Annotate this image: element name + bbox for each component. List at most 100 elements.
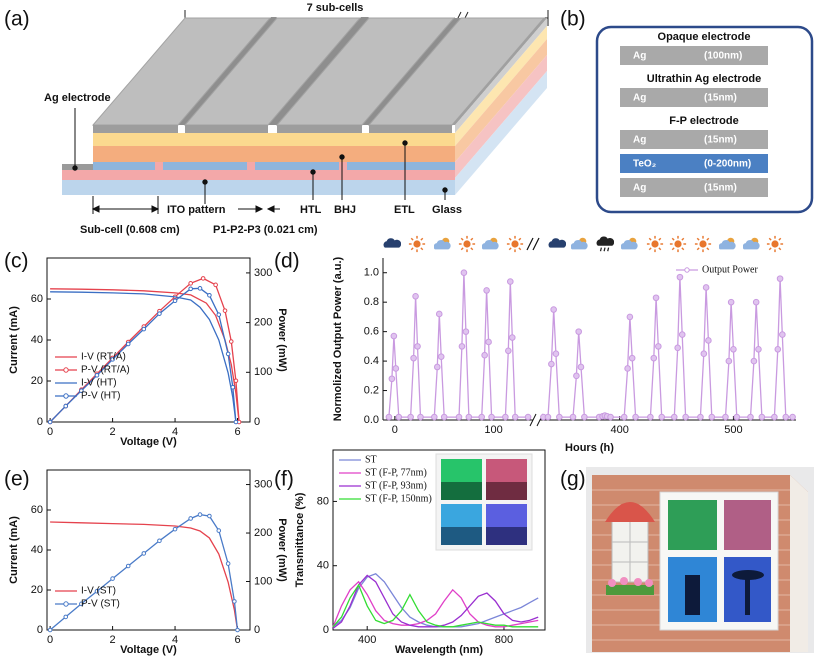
- x-axis-label: Voltage (V): [120, 644, 177, 656]
- x-axis-label: Voltage (V): [120, 436, 177, 448]
- y-tick-label: 20: [31, 584, 43, 596]
- series-marker: [747, 413, 754, 421]
- y2-tick-label: 200: [254, 527, 272, 539]
- plot-frame: [332, 449, 546, 631]
- y-axis-label: Normolized Output Power (a.u.): [332, 256, 344, 421]
- y-axis-label: Transmittance (%): [294, 492, 306, 587]
- y-tick-label: 0.8: [364, 296, 379, 308]
- series-marker: [508, 334, 516, 341]
- legend-label: P-V (ST): [81, 599, 120, 610]
- series-marker: [652, 294, 660, 302]
- series-marker: [607, 413, 614, 421]
- x-tick-label: 0: [47, 634, 53, 646]
- layer-thickness: (15nm): [704, 183, 737, 194]
- series-line: [332, 583, 539, 628]
- y2-axis-label: Power (mW): [276, 518, 288, 582]
- x-tick-label: 4: [172, 426, 178, 438]
- series-marker: [507, 278, 514, 285]
- layer-thickness: (15nm): [704, 93, 737, 104]
- legend-label: I-V (ST): [81, 586, 116, 597]
- series-marker: [581, 413, 588, 421]
- y-tick-label: 0: [37, 416, 43, 428]
- series-marker: [462, 328, 470, 335]
- series-marker: [79, 601, 84, 607]
- series-marker: [230, 384, 236, 390]
- series-marker: [225, 351, 231, 357]
- series-marker: [94, 372, 100, 378]
- series-marker: [700, 350, 708, 358]
- label-ag: Ag electrode: [44, 92, 111, 104]
- legend-marker: [63, 393, 69, 399]
- series-marker: [47, 627, 53, 633]
- series-line: [49, 277, 240, 423]
- electrode-box: [595, 25, 814, 214]
- y-tick-label: 80: [317, 495, 329, 507]
- y-tick-label: 1.0: [364, 267, 379, 279]
- y-tick-label: 60: [31, 293, 43, 305]
- legend-label: I-V (HT): [81, 378, 117, 389]
- y-axis-label: Current (mA): [8, 516, 20, 584]
- chart: (e) 0 20 40 60 0 100 200 300 0 2 4 6 Voltage (V) Curre…: [4, 468, 288, 656]
- legend-label: ST (F-P, 93nm): [365, 480, 427, 491]
- y-axis-label: Current (mA): [8, 306, 20, 374]
- series-marker: [722, 413, 729, 421]
- y-tick-label: 0.0: [364, 414, 379, 426]
- x-tick-label: 4: [172, 634, 178, 646]
- series-marker: [125, 563, 131, 569]
- series-line: [49, 287, 237, 423]
- series-marker: [172, 526, 178, 532]
- series-marker: [488, 413, 495, 421]
- x-axis-label: Hours (h): [565, 442, 614, 454]
- layer: [620, 130, 768, 149]
- panel-a: (a) 7 sub-cells: [4, 2, 549, 236]
- layer: [620, 154, 768, 173]
- series-marker: [569, 413, 577, 421]
- series-marker: [157, 311, 162, 316]
- series-marker: [676, 273, 684, 281]
- series-marker: [483, 287, 490, 294]
- series-marker: [682, 413, 689, 421]
- series-marker: [216, 312, 222, 317]
- series-marker: [485, 338, 492, 346]
- series-line: [332, 574, 539, 629]
- panel-label: (c): [4, 250, 29, 273]
- layer: [620, 88, 768, 107]
- series-marker: [647, 413, 654, 421]
- chart: (f) 0 40 80 400 800 Wavelength (nm) Transmittan…: [274, 449, 546, 656]
- series-line: [49, 513, 239, 631]
- series-marker: [650, 354, 658, 362]
- series-marker: [758, 413, 766, 421]
- series-marker: [207, 292, 212, 298]
- series-marker: [626, 313, 634, 321]
- series-marker: [632, 413, 639, 421]
- layer-material: Ag: [633, 135, 646, 146]
- group-title: Ultrathin Ag electrode: [647, 73, 762, 85]
- series-marker: [388, 375, 396, 383]
- span-label: 7 sub-cells: [307, 2, 364, 14]
- series-marker: [390, 332, 398, 340]
- series-marker: [752, 298, 760, 306]
- series-marker: [141, 551, 147, 556]
- series-marker: [789, 413, 796, 421]
- series-marker: [125, 341, 131, 347]
- y-tick-label: 0: [37, 624, 43, 636]
- series-marker: [455, 413, 463, 421]
- panel-label: (f): [274, 468, 294, 491]
- series-marker: [435, 310, 443, 318]
- series-marker: [157, 538, 162, 544]
- panel-b: (b) Opaque electrode Ag (100nm) Ultrathin A…: [560, 8, 814, 214]
- x-tick-label: 800: [495, 634, 513, 646]
- x-tick-label: 400: [358, 634, 376, 646]
- series-marker: [213, 282, 218, 288]
- series-marker: [577, 363, 585, 371]
- legend-marker: [63, 367, 69, 373]
- series-marker: [47, 419, 53, 425]
- panel-g: (g): [560, 467, 814, 653]
- series-marker: [188, 516, 193, 521]
- y-tick-label: 20: [31, 375, 43, 387]
- weather-icons: [383, 235, 784, 253]
- x-tick-label: 400: [610, 424, 628, 436]
- group-title: F-P electrode: [669, 115, 739, 127]
- series-marker: [725, 357, 733, 365]
- cell-fronts: [62, 125, 455, 195]
